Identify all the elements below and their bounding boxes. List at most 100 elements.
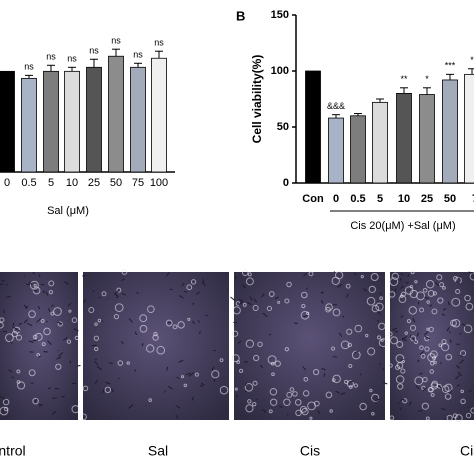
cell-edge [92,290,95,293]
cell-edge [82,274,86,277]
cell-edge [241,284,246,289]
cell-edge [32,289,38,292]
x-tick-label: 0.5 [21,177,36,189]
cell-edge [303,272,308,277]
cell [238,368,244,373]
cell [419,345,424,350]
cell [445,353,453,361]
cell-edge [23,304,28,309]
cell [360,275,364,279]
cell-edge [394,330,399,333]
cell-edge [468,389,472,393]
cell [3,406,9,412]
cell-edge [176,376,180,380]
cell [219,385,229,395]
cell-edge [237,340,242,344]
cell [391,272,399,281]
cell-edge [400,285,404,289]
cell [432,291,438,296]
cell [180,375,185,379]
cell [390,336,398,345]
y-tick-label: 50 [277,121,289,133]
cell [460,389,464,394]
cell [370,272,379,281]
cell [269,388,278,396]
cell-edge [437,385,442,389]
bar [328,117,344,184]
cell [426,327,430,331]
cell [470,407,474,414]
cell-edge [238,300,244,306]
cell [286,281,292,288]
cell-edge [303,314,308,318]
cell-edge [448,389,453,395]
cell-edge [400,359,404,361]
cell [371,411,375,416]
cell [366,296,376,306]
cell [331,346,336,351]
cell-edge [136,291,139,295]
cell [268,409,273,414]
image-label: Cis [460,443,474,459]
bar [372,101,388,184]
cell [194,372,199,377]
cell [414,376,424,386]
cell-edge [32,339,39,342]
cell [28,369,36,377]
cell [5,333,14,343]
cell [48,289,54,295]
cell [252,380,258,386]
x-tick-label: 10 [398,193,410,205]
cell-edge [11,376,15,379]
cell-edge [199,331,201,335]
cell-edge [38,274,41,278]
cell [400,368,406,374]
cell-edge [45,291,49,296]
cell [331,378,336,382]
cell [419,307,425,313]
cell [257,341,263,348]
cell [284,298,290,304]
bar [151,57,167,173]
cell [430,392,435,397]
cell-edge [47,308,51,312]
cell-edge [73,328,79,332]
cell-edge [114,293,119,298]
bar [396,93,412,184]
cell-edge [39,403,44,406]
cell-edge [12,322,15,327]
cell-edge [422,387,427,392]
cell [353,383,359,388]
cell [425,280,435,289]
cell [11,330,18,338]
cell-edge [262,312,268,318]
cell-edge [362,288,368,292]
cell-edge [391,327,397,331]
cell-edge [345,293,349,298]
cell-edge [56,356,62,360]
cell [441,385,450,394]
cell [156,345,166,355]
cell-edge [98,296,101,299]
cell-edge [243,361,248,363]
cell [401,359,405,364]
x-tick-label: 50 [444,193,456,205]
significance-label: * [470,55,474,65]
cell [396,362,404,369]
significance-label: ns [67,54,77,64]
cell [398,295,407,304]
cell [190,279,197,285]
x-tick-label: 10 [66,177,78,189]
cell [153,331,158,337]
cell [450,319,457,327]
cell-edge [320,300,324,305]
cell-edge [448,331,451,334]
cell-edge [278,405,283,408]
cell [429,369,435,374]
x-tick-label: Con [302,193,324,205]
cell-edge [28,340,34,343]
cell [380,338,384,342]
cell [424,346,430,352]
x-tick-label: 0 [4,177,10,189]
